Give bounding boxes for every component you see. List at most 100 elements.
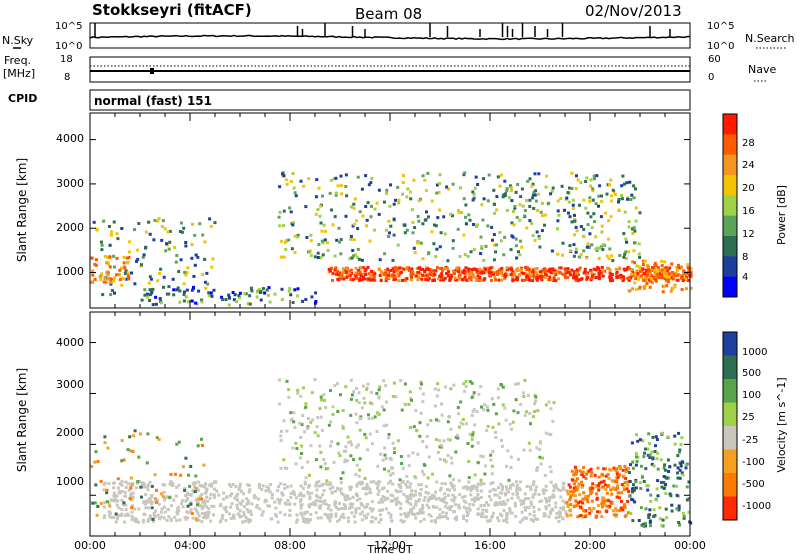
power-cell bbox=[453, 278, 457, 282]
power-cell bbox=[167, 285, 171, 289]
power-cell bbox=[440, 268, 444, 272]
velocity-cell bbox=[638, 481, 642, 485]
power-cell bbox=[617, 208, 621, 212]
velocity-cell bbox=[146, 519, 150, 523]
power-cell bbox=[625, 240, 629, 244]
velocity-cell bbox=[355, 421, 359, 425]
velocity-cell bbox=[498, 496, 502, 500]
velocity-cell bbox=[627, 467, 631, 470]
velocity-cell bbox=[650, 450, 654, 454]
velocity-cell bbox=[133, 519, 137, 523]
velocity-cell bbox=[676, 454, 680, 458]
velocity-cell bbox=[634, 486, 638, 490]
velocity-cell bbox=[596, 510, 599, 514]
velocity-cell bbox=[626, 500, 630, 503]
velocity-cell bbox=[457, 479, 461, 483]
power-cell bbox=[193, 263, 197, 267]
power-cell bbox=[457, 270, 461, 274]
velocity-cell bbox=[155, 498, 159, 502]
power-cell bbox=[644, 276, 648, 280]
power-cell bbox=[177, 270, 181, 273]
power-cell bbox=[196, 255, 200, 259]
velocity-cell bbox=[338, 488, 342, 492]
velocity-cell bbox=[327, 483, 331, 487]
power-cell bbox=[685, 287, 688, 291]
power-cell bbox=[469, 272, 473, 276]
power-cell bbox=[669, 289, 673, 293]
power-cell bbox=[103, 277, 107, 280]
velocity-cell bbox=[355, 482, 359, 486]
velocity-cell bbox=[117, 513, 121, 517]
velocity-cell bbox=[420, 382, 423, 386]
velocity-cell bbox=[480, 515, 484, 519]
power-cell bbox=[686, 278, 690, 282]
power-cell bbox=[434, 224, 438, 228]
power-cell bbox=[591, 198, 595, 202]
velocity-cell bbox=[130, 492, 134, 496]
velocity-cell bbox=[190, 512, 194, 515]
power-cell bbox=[153, 218, 157, 222]
power-cell bbox=[522, 278, 526, 282]
power-cell bbox=[358, 210, 362, 214]
velocity-cell bbox=[329, 420, 333, 424]
velocity-cell bbox=[364, 486, 368, 489]
velocity-cell bbox=[161, 483, 165, 487]
velocity-cell bbox=[468, 380, 472, 384]
velocity-cell bbox=[201, 444, 204, 447]
power-cell bbox=[439, 267, 443, 270]
velocity-cell bbox=[279, 434, 283, 438]
power-cell bbox=[626, 196, 630, 200]
velocity-cell bbox=[376, 411, 380, 415]
power-cell bbox=[320, 229, 324, 233]
velocity-cell bbox=[631, 466, 635, 470]
power-cell bbox=[665, 272, 669, 275]
velocity-cell bbox=[124, 503, 128, 507]
power-cell bbox=[630, 272, 633, 276]
velocity-cell bbox=[181, 499, 184, 503]
velocity-cell bbox=[283, 482, 287, 486]
power-cell bbox=[304, 298, 308, 301]
power-cell bbox=[563, 273, 567, 277]
velocity-cell bbox=[508, 506, 512, 510]
power-cell bbox=[372, 278, 376, 282]
velocity-cell bbox=[473, 473, 477, 477]
power-cell bbox=[368, 239, 372, 243]
velocity-cell bbox=[406, 498, 409, 502]
velocity-cell bbox=[151, 517, 155, 521]
velocity-cell bbox=[623, 514, 627, 518]
power-cell bbox=[655, 272, 659, 276]
power-cell bbox=[667, 275, 671, 279]
velocity-cell bbox=[449, 387, 453, 391]
power-cell bbox=[360, 278, 364, 282]
power-cell bbox=[427, 276, 431, 280]
velocity-cell bbox=[464, 485, 468, 489]
velocity-cell bbox=[631, 490, 634, 494]
velocity-cell bbox=[392, 447, 396, 451]
velocity-cell bbox=[600, 515, 604, 518]
velocity-cell bbox=[594, 483, 598, 487]
velocity-cell bbox=[380, 487, 384, 491]
power-cell bbox=[644, 284, 648, 287]
velocity-cell bbox=[618, 508, 622, 512]
velocity-cell bbox=[349, 440, 353, 444]
power-cell bbox=[563, 208, 566, 212]
velocity-cell bbox=[399, 518, 403, 522]
velocity-cell bbox=[443, 505, 447, 509]
power-cell bbox=[116, 237, 120, 241]
velocity-cell bbox=[617, 466, 621, 470]
velocity-cell bbox=[532, 505, 536, 509]
velocity-cell bbox=[405, 515, 408, 519]
velocity-cell bbox=[483, 504, 486, 507]
power-cell bbox=[336, 277, 340, 281]
velocity-cell bbox=[186, 496, 189, 500]
velocity-cell bbox=[293, 502, 297, 506]
velocity-cell bbox=[595, 492, 598, 496]
power-cell bbox=[391, 258, 395, 262]
velocity-cell bbox=[612, 513, 616, 517]
power-cell bbox=[657, 266, 660, 270]
power-cell bbox=[567, 200, 571, 204]
velocity-cell bbox=[225, 510, 228, 514]
velocity-cell bbox=[611, 509, 615, 513]
power-cell bbox=[159, 267, 163, 271]
power-cell bbox=[632, 249, 636, 253]
